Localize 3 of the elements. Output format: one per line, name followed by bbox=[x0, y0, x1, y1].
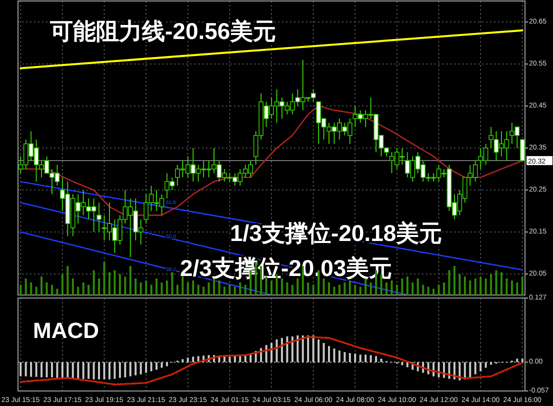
text: MACD bbox=[33, 318, 99, 343]
annotation: 可能阻力线-20.56美元 bbox=[49, 18, 276, 44]
candlestick bbox=[96, 202, 102, 232]
